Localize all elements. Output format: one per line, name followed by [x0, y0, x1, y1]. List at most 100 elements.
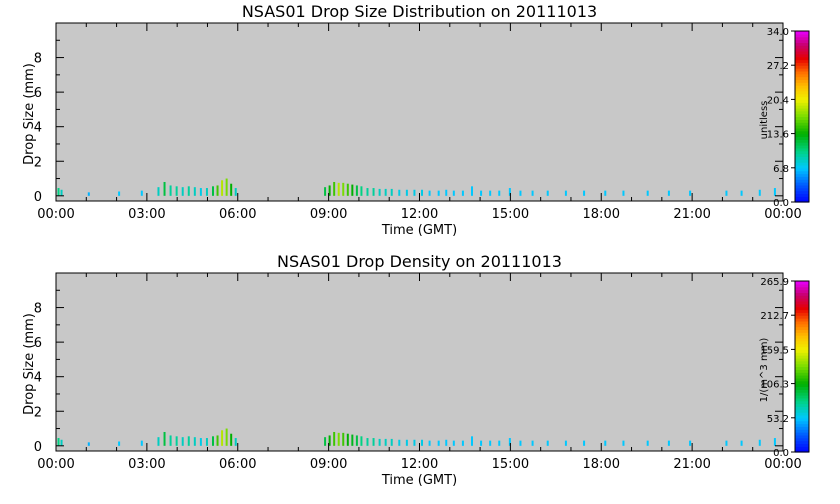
colorbar-segment — [795, 437, 809, 442]
colorbar-segment — [795, 79, 809, 83]
data-cell — [622, 440, 625, 446]
data-cell — [163, 181, 166, 196]
data-cell — [351, 434, 354, 446]
data-cell — [351, 184, 354, 196]
colorbar-segment — [795, 420, 809, 425]
data-cell — [378, 188, 381, 196]
colorbar-segment — [795, 173, 809, 177]
colorbar-segment — [795, 283, 809, 288]
data-cell — [428, 440, 431, 446]
y-tick-label: 6 — [34, 86, 42, 101]
x-tick-label: 00:00 — [764, 207, 801, 222]
colorbar-segment — [795, 326, 809, 331]
colorbar-segment — [795, 36, 809, 41]
colorbar-segment — [795, 127, 809, 132]
y-axis-label: Drop Size (mm) — [22, 63, 37, 165]
colorbar-segment — [795, 170, 809, 175]
colorbar-segment — [795, 182, 809, 186]
colorbar-segment — [795, 125, 809, 129]
colorbar-label: unitless — [759, 101, 770, 140]
colorbar-frame — [794, 280, 810, 453]
data-cell — [355, 185, 358, 196]
data-cell — [169, 185, 172, 196]
data-cell — [225, 428, 228, 446]
colorbar-segment — [795, 139, 809, 143]
data-cell — [157, 437, 160, 446]
data-cell — [355, 435, 358, 446]
colorbar-segment — [795, 417, 809, 422]
colorbar: 0.0 53.2 106.3 159.5 212.7 265.9 1/(m^3 mm) — [759, 277, 810, 459]
data-cell — [461, 440, 464, 446]
data-cell — [87, 192, 90, 196]
colorbar-segment — [795, 184, 809, 189]
colorbar-segment — [795, 449, 809, 453]
colorbar-segment — [795, 366, 809, 370]
data-cell — [234, 438, 237, 446]
x-tick-label: 00:00 — [37, 457, 74, 472]
colorbar-label: 1/(m^3 mm) — [759, 338, 770, 403]
colorbar-segment — [795, 329, 809, 333]
data-cell — [216, 435, 219, 446]
x-tick-label: 03:00 — [128, 207, 165, 222]
data-cell — [366, 438, 369, 446]
colorbar-segment — [795, 164, 809, 169]
data-cell — [437, 440, 440, 446]
colorbar-segment — [795, 349, 809, 353]
colorbar-segment — [795, 48, 809, 52]
colorbar-segment — [795, 190, 809, 195]
colorbar-segment — [795, 300, 809, 305]
colorbar-tick-label: 0.0 — [773, 198, 789, 209]
colorbar-segment — [795, 68, 809, 72]
colorbar-segment — [795, 156, 809, 160]
colorbar-tick-label: 212.7 — [760, 311, 789, 322]
data-cell — [157, 187, 160, 196]
data-cell — [199, 438, 202, 446]
colorbar-segment — [795, 99, 809, 103]
colorbar-segment — [795, 298, 809, 302]
data-cell — [498, 190, 501, 196]
data-cell — [604, 190, 607, 196]
data-cell — [405, 439, 408, 446]
data-cell — [181, 437, 184, 446]
colorbar-segment — [795, 122, 809, 126]
data-cell — [470, 436, 473, 446]
data-cell — [181, 187, 184, 196]
colorbar-segment — [795, 153, 809, 157]
data-cell — [604, 440, 607, 446]
colorbar-segment — [795, 335, 809, 339]
colorbar-segment — [795, 414, 809, 419]
colorbar-segment — [795, 295, 809, 299]
data-cell — [421, 189, 424, 196]
data-cell — [725, 190, 728, 196]
colorbar-segment — [795, 176, 809, 180]
data-cell — [212, 436, 215, 446]
colorbar-segment — [795, 147, 809, 152]
data-cell — [480, 190, 483, 196]
x-tick-label: 18:00 — [583, 457, 620, 472]
data-cell — [646, 190, 649, 196]
data-cell — [740, 190, 743, 196]
data-cell — [187, 436, 190, 446]
data-cell — [445, 189, 448, 196]
y-tick-label: 8 — [34, 302, 42, 317]
colorbar: 0.0 6.8 13.6 20.4 27.2 34.0 unitless — [759, 27, 810, 209]
colorbar-segment — [795, 395, 809, 399]
colorbar-segment — [795, 386, 809, 390]
colorbar-segment — [795, 346, 809, 350]
plot-background — [56, 273, 783, 451]
colorbar-segment — [795, 33, 809, 38]
data-cell — [667, 190, 670, 196]
colorbar-segment — [795, 82, 809, 86]
data-cell — [508, 438, 511, 446]
colorbar-segment — [795, 102, 809, 106]
data-cell — [564, 190, 567, 196]
colorbar-segment — [795, 332, 809, 336]
colorbar-segment — [795, 389, 809, 393]
colorbar-segment — [795, 110, 809, 115]
colorbar-tick-label: 27.2 — [767, 61, 789, 72]
colorbar-tick-label: 20.4 — [767, 95, 789, 106]
colorbar-segment — [795, 53, 809, 58]
colorbar-frame — [794, 30, 810, 203]
x-tick-label: 03:00 — [128, 457, 165, 472]
colorbar-segment — [795, 369, 809, 373]
